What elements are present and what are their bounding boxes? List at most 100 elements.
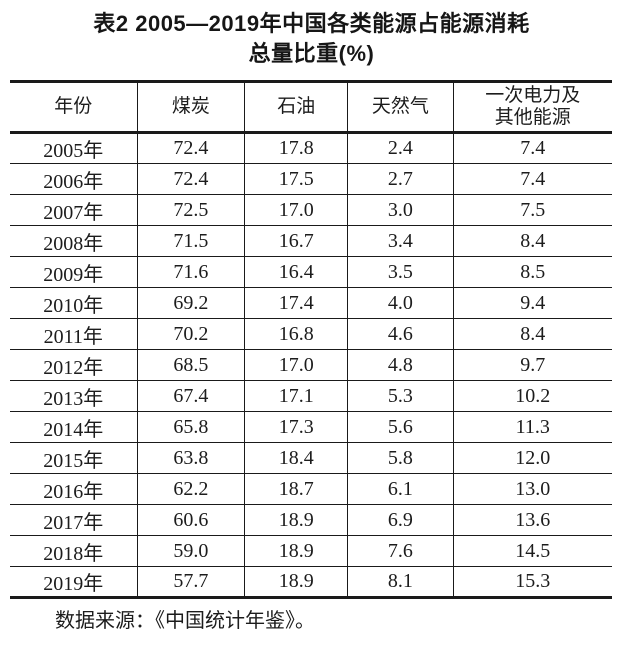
year-cell: 2014年 [10, 411, 138, 443]
value-cell: 17.1 [244, 380, 348, 412]
value-cell: 9.7 [452, 349, 612, 381]
value-cell: 7.4 [452, 163, 612, 195]
value-cell: 68.5 [136, 349, 245, 381]
value-cell: 3.0 [347, 194, 454, 226]
year-cell: 2008年 [10, 225, 138, 257]
value-cell: 7.5 [452, 194, 612, 226]
value-cell: 16.7 [244, 225, 348, 257]
table-row: 2018年 59.0 18.9 7.6 14.5 [10, 535, 612, 567]
table-body: 2005年 72.4 17.8 2.4 7.4 2006年 72.4 17.5 2.7 7.4 20… [10, 132, 612, 598]
table-row: 2011年 70.2 16.8 4.6 8.4 [10, 318, 612, 350]
value-cell: 15.3 [452, 566, 612, 598]
year-cell: 2006年 [10, 163, 138, 195]
value-cell: 9.4 [452, 287, 612, 319]
table-title-line1: 表2 2005—2019年中国各类能源占能源消耗 [93, 11, 530, 36]
year-cell: 2012年 [10, 349, 138, 381]
table-row: 2010年 69.2 17.4 4.0 9.4 [10, 287, 612, 319]
year-cell: 2007年 [10, 194, 138, 226]
value-cell: 72.5 [136, 194, 245, 226]
source-note: 数据来源：《中国统计年鉴》。 [55, 610, 315, 632]
value-cell: 16.8 [244, 318, 348, 350]
value-cell: 60.6 [136, 504, 245, 536]
value-cell: 6.1 [347, 473, 454, 505]
value-cell: 18.4 [244, 442, 348, 474]
year-cell: 2005年 [10, 132, 138, 164]
value-cell: 59.0 [136, 535, 245, 567]
year-cell: 2011年 [10, 318, 138, 350]
value-cell: 10.2 [452, 380, 612, 412]
value-cell: 8.4 [452, 225, 612, 257]
value-cell: 70.2 [136, 318, 245, 350]
value-cell: 69.2 [136, 287, 245, 319]
value-cell: 57.7 [136, 566, 245, 598]
value-cell: 14.5 [452, 535, 612, 567]
column-header-5: 一次电力及 其他能源 [452, 81, 612, 134]
value-cell: 17.3 [244, 411, 348, 443]
value-cell: 16.4 [244, 256, 348, 288]
value-cell: 72.4 [136, 132, 245, 164]
value-cell: 4.8 [347, 349, 454, 381]
value-cell: 17.8 [244, 132, 348, 164]
value-cell: 17.0 [244, 349, 348, 381]
value-cell: 11.3 [452, 411, 612, 443]
table-row: 2009年 71.6 16.4 3.5 8.5 [10, 256, 612, 288]
table-row: 2005年 72.4 17.8 2.4 7.4 [10, 132, 612, 164]
table-title-line2: 总量比重(%) [248, 41, 375, 66]
value-cell: 18.9 [244, 566, 348, 598]
year-cell: 2009年 [10, 256, 138, 288]
value-cell: 4.0 [347, 287, 454, 319]
year-cell: 2016年 [10, 473, 138, 505]
value-cell: 62.2 [136, 473, 245, 505]
table-row: 2019年 57.7 18.9 8.1 15.3 [10, 566, 612, 598]
value-cell: 5.6 [347, 411, 454, 443]
value-cell: 12.0 [452, 442, 612, 474]
value-cell: 8.5 [452, 256, 612, 288]
value-cell: 2.4 [347, 132, 454, 164]
value-cell: 17.0 [244, 194, 348, 226]
column-header-2: 煤炭 [136, 81, 245, 134]
value-cell: 18.7 [244, 473, 348, 505]
value-cell: 18.9 [244, 535, 348, 567]
value-cell: 63.8 [136, 442, 245, 474]
column-header-3: 石油 [244, 81, 348, 134]
table-row: 2016年 62.2 18.7 6.1 13.0 [10, 473, 612, 505]
value-cell: 17.5 [244, 163, 348, 195]
value-cell: 8.1 [347, 566, 454, 598]
year-cell: 2018年 [10, 535, 138, 567]
value-cell: 65.8 [136, 411, 245, 443]
value-cell: 13.0 [452, 473, 612, 505]
table-title: 表2 2005—2019年中国各类能源占能源消耗 总量比重(%) [0, 0, 623, 69]
year-cell: 2015年 [10, 442, 138, 474]
table-row: 2012年 68.5 17.0 4.8 9.7 [10, 349, 612, 381]
column-header-4: 天然气 [347, 81, 454, 134]
column-header-1: 年份 [10, 81, 138, 134]
value-cell: 7.6 [347, 535, 454, 567]
value-cell: 71.5 [136, 225, 245, 257]
table-row: 2006年 72.4 17.5 2.7 7.4 [10, 163, 612, 195]
table-row: 2013年 67.4 17.1 5.3 10.2 [10, 380, 612, 412]
year-cell: 2019年 [43, 573, 104, 595]
value-cell: 3.4 [347, 225, 454, 257]
table-header-row: 年份 煤炭 石油 天然气 一次电力及 其他能源 [10, 81, 612, 134]
table-row: 2015年 63.8 18.4 5.8 12.0 [10, 442, 612, 474]
value-cell: 2.7 [347, 163, 454, 195]
value-cell: 17.4 [244, 287, 348, 319]
value-cell: 8.4 [452, 318, 612, 350]
value-cell: 67.4 [136, 380, 245, 412]
value-cell: 18.9 [244, 504, 348, 536]
value-cell: 6.9 [347, 504, 454, 536]
value-cell: 3.5 [347, 256, 454, 288]
value-cell: 7.4 [452, 132, 612, 164]
table-row: 2007年 72.5 17.0 3.0 7.5 [10, 194, 612, 226]
value-cell: 5.3 [347, 380, 454, 412]
table-row: 2014年 65.8 17.3 5.6 11.3 [10, 411, 612, 443]
year-cell: 2013年 [10, 380, 138, 412]
table-row: 2017年 60.6 18.9 6.9 13.6 [10, 504, 612, 536]
value-cell: 72.4 [136, 163, 245, 195]
year-cell: 2010年 [10, 287, 138, 319]
value-cell: 13.6 [452, 504, 612, 536]
value-cell: 5.8 [347, 442, 454, 474]
year-cell: 2017年 [10, 504, 138, 536]
table-row: 2008年 71.5 16.7 3.4 8.4 [10, 225, 612, 257]
